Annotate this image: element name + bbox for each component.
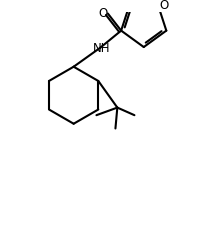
Text: NH: NH	[92, 42, 110, 55]
Text: O: O	[98, 7, 108, 20]
Text: O: O	[160, 0, 169, 12]
